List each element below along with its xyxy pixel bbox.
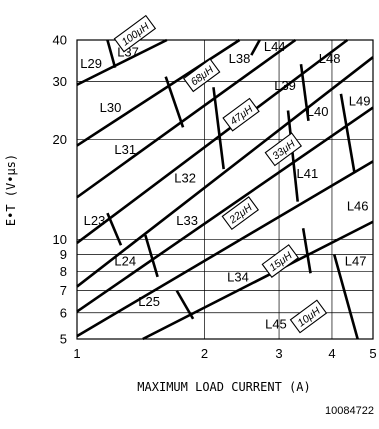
region-boundary-line [106, 212, 123, 246]
region-boundary-line [76, 38, 297, 199]
region-boundary-line [286, 110, 299, 202]
region-label: L40 [307, 104, 329, 119]
inductance-label-box [264, 132, 303, 167]
region-label: L33 [176, 213, 198, 228]
region-boundary-line [106, 39, 117, 69]
region-label: L41 [297, 166, 319, 181]
region-label: L39 [274, 78, 296, 93]
region-boundary-line [144, 234, 159, 278]
region-label: L38 [229, 51, 251, 66]
y-tick-label: 20 [53, 132, 67, 147]
region-label: L47 [345, 254, 367, 269]
x-tick-label: 2 [201, 346, 208, 361]
region-label: L46 [347, 199, 369, 214]
y-tick-label: 40 [53, 33, 67, 48]
inductance-label-box [221, 196, 260, 231]
region-boundary-line [76, 38, 241, 147]
region-boundary-line [299, 64, 310, 121]
region-boundary-line [250, 39, 261, 56]
inductance-label-box [113, 14, 157, 53]
y-axis-ticks: 5 6 7 8 910 20 30 40 [53, 33, 67, 347]
region-label: L44 [264, 39, 286, 54]
inductance-label: 22μH [221, 196, 260, 231]
x-tick-label: 4 [328, 346, 335, 361]
region-boundary-line [76, 106, 374, 313]
region-label: L48 [319, 51, 341, 66]
region-label: L31 [114, 142, 136, 157]
region-label: L30 [100, 100, 122, 115]
region-boundary-line [142, 220, 374, 341]
region-boundary-line [339, 93, 356, 173]
region-boundaries [76, 38, 374, 341]
y-tick-label: 9 [60, 247, 67, 262]
region-label: L23 [84, 213, 106, 228]
inductance-label-box [289, 299, 328, 334]
inductance-label: 15μH [261, 244, 299, 278]
x-axis-title: MAXIMUM LOAD CURRENT (A) [137, 380, 310, 394]
x-axis-ticks: 1 2 3 4 5 [73, 346, 376, 361]
region-boundary-line [76, 56, 374, 288]
y-tick-label: 6 [60, 305, 67, 320]
y-tick-label: 30 [53, 74, 67, 89]
region-boundary-line [76, 160, 374, 338]
region-label: L32 [174, 171, 196, 186]
region-boundary-line [301, 228, 312, 274]
region-boundary-line [332, 254, 359, 340]
y-tick-label: 10 [53, 232, 67, 247]
inductance-label: 47μH [222, 97, 260, 132]
plot-area-frame [76, 39, 374, 340]
region-boundary-line [76, 38, 168, 86]
region-label: L25 [138, 294, 160, 309]
inductance-label: 10μH [289, 299, 328, 334]
inductance-label-box [222, 97, 260, 132]
region-label: L29 [80, 56, 102, 71]
region-label: L24 [114, 254, 136, 269]
figure-id: 10084722 [325, 405, 374, 417]
y-tick-label: 5 [60, 332, 67, 347]
region-boundary-line [164, 76, 185, 128]
region-boundary-line [175, 289, 195, 320]
y-axis-title: E•T (V•μs) [4, 154, 18, 226]
region-label: L45 [265, 316, 287, 331]
inductance-label-box [261, 244, 299, 278]
region-boundary-line [212, 87, 225, 170]
region-label: L34 [227, 269, 249, 284]
x-tick-label: 3 [275, 346, 282, 361]
y-tick-label: 7 [60, 283, 67, 298]
y-tick-label: 8 [60, 264, 67, 279]
region-label: L49 [349, 93, 371, 108]
inductance-label-box [182, 58, 221, 93]
grid [76, 39, 374, 340]
x-tick-label: 1 [73, 346, 80, 361]
x-tick-label: 5 [369, 346, 376, 361]
